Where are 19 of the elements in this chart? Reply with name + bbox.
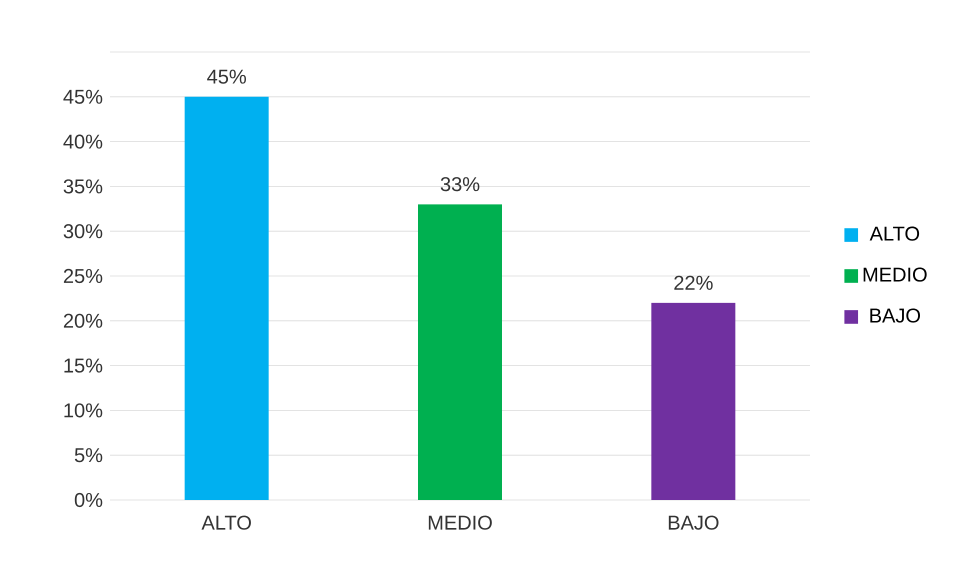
y-tick-label: 15% bbox=[64, 358, 102, 373]
y-tick-label: 30% bbox=[64, 224, 102, 238]
data-label: 22% bbox=[674, 276, 713, 290]
y-tick-label: 25% bbox=[64, 268, 102, 284]
y-tick-label: 0% bbox=[74, 492, 102, 508]
legend-label: MEDIO bbox=[864, 268, 927, 282]
legend-label: ALTO bbox=[870, 226, 920, 241]
y-tick-label: 10% bbox=[64, 403, 102, 418]
legend-label: BAJO bbox=[870, 308, 920, 323]
x-tick-label: MEDIO bbox=[428, 516, 492, 530]
y-tick-label: 45% bbox=[63, 90, 102, 104]
x-tick-label: BAJO bbox=[668, 516, 719, 530]
y-tick-label: 40% bbox=[63, 134, 102, 149]
y-tick-label: 35% bbox=[64, 179, 102, 194]
data-label: 45% bbox=[207, 70, 246, 84]
data-label: 33% bbox=[440, 177, 480, 192]
y-tick-label: 5% bbox=[74, 448, 102, 462]
y-tick-label: 20% bbox=[64, 314, 102, 328]
x-tick-label: ALTO bbox=[202, 516, 251, 530]
